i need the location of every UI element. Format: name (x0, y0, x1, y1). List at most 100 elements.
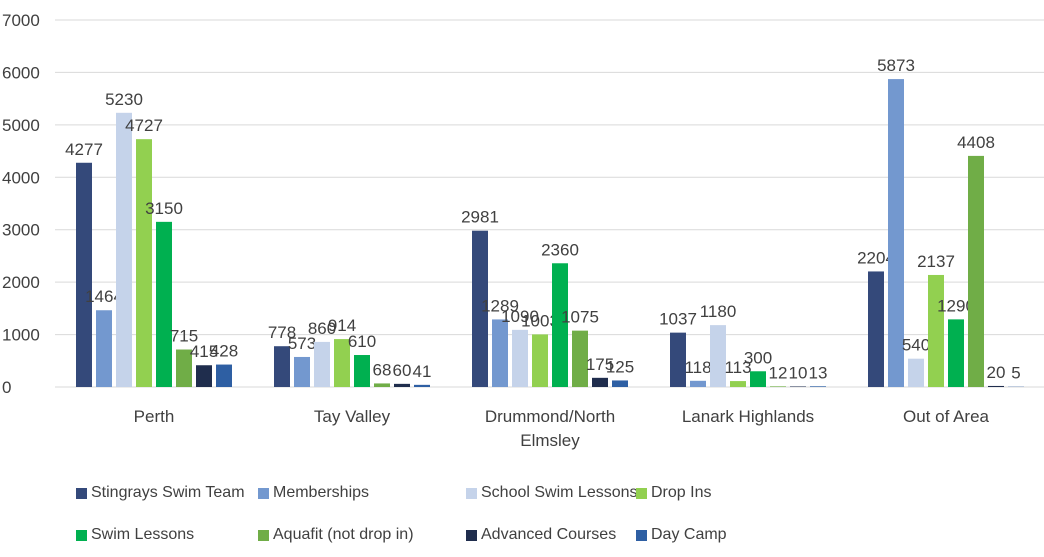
legend-label: Aquafit (not drop in) (273, 526, 414, 543)
bar (196, 365, 212, 387)
data-label: 415 (190, 342, 218, 361)
data-label: 914 (328, 316, 356, 335)
data-label: 5230 (105, 90, 143, 109)
bar (294, 356, 310, 387)
x-tick-label: Drummond/North Elmsley (484, 407, 616, 450)
data-label: 1290 (937, 296, 975, 315)
data-label: 13 (809, 363, 828, 382)
data-label: 2981 (461, 208, 499, 227)
x-tick-label: Perth (133, 407, 175, 426)
y-tick-label: 6000 (2, 63, 40, 82)
legend-label: Memberships (273, 484, 370, 501)
data-label: 4408 (957, 133, 995, 152)
bar (612, 380, 628, 387)
data-label: 1003 (521, 311, 559, 330)
data-label: 860 (308, 319, 336, 338)
data-label: 125 (606, 357, 634, 376)
bar (790, 386, 806, 387)
legend-item: Stingrays Swim Team (76, 484, 258, 502)
x-tick-label: Out of Area (903, 407, 989, 426)
data-label: 118 (684, 358, 711, 377)
data-label: 113 (724, 358, 751, 377)
bar (710, 325, 726, 387)
legend-item: Drop Ins (636, 484, 776, 502)
data-label: 4277 (65, 140, 103, 159)
bar (492, 319, 508, 387)
data-label: 300 (744, 348, 772, 367)
data-label: 428 (210, 342, 238, 361)
legend-swatch (258, 529, 269, 541)
bar (552, 263, 568, 387)
data-label: 2204 (857, 248, 895, 267)
bar (96, 310, 112, 387)
data-label: 3150 (145, 199, 183, 218)
y-tick-label: 1000 (2, 326, 40, 345)
y-tick-label: 2000 (2, 273, 40, 292)
bar (690, 380, 706, 387)
legend-item: Aquafit (not drop in) (258, 526, 466, 544)
x-tick-label: Tay Valley (313, 407, 391, 426)
bar (216, 364, 232, 387)
bar (928, 274, 944, 387)
bar (334, 339, 350, 387)
data-label: 610 (348, 332, 376, 351)
data-label: 175 (586, 355, 614, 374)
legend-label: Day Camp (651, 526, 727, 543)
legend-swatch (636, 487, 647, 499)
bar (988, 385, 1004, 387)
legend-swatch (76, 487, 87, 499)
bar (156, 221, 172, 387)
bar (968, 155, 984, 387)
bar (730, 381, 746, 387)
data-label: 20 (987, 363, 1006, 382)
bar (572, 330, 588, 387)
legend-swatch (76, 529, 87, 541)
bar (314, 341, 330, 387)
bar (76, 162, 92, 387)
bar (374, 383, 390, 387)
data-label: 778 (268, 323, 296, 342)
bar (592, 377, 608, 387)
legend-label: Swim Lessons (91, 526, 195, 543)
data-label: 68 (373, 360, 392, 379)
bar (274, 346, 290, 387)
y-tick-label: 7000 (2, 11, 40, 30)
data-label: 1075 (561, 308, 599, 327)
bar (670, 332, 686, 387)
bar (810, 386, 826, 387)
data-label: 12 (769, 363, 788, 382)
legend-item: Swim Lessons (76, 526, 258, 544)
bar (414, 384, 430, 387)
x-tick-label: Lanark Highlands (681, 407, 815, 426)
legend-swatch (466, 487, 477, 499)
data-label: 4727 (125, 116, 163, 135)
y-tick-label: 3000 (2, 221, 40, 240)
data-label: 2137 (917, 252, 955, 271)
bar (532, 334, 548, 387)
legend-swatch (636, 529, 647, 541)
data-label: 1289 (481, 296, 519, 315)
bar (948, 319, 964, 387)
bar (136, 139, 152, 387)
legend-label: Advanced Courses (481, 526, 617, 543)
legend-item: Memberships (258, 484, 466, 502)
bar (394, 383, 410, 387)
bar (472, 230, 488, 387)
bar (908, 358, 924, 387)
y-tick-label: 4000 (2, 168, 40, 187)
data-label: 41 (413, 362, 432, 381)
data-label: 1090 (501, 307, 539, 326)
legend-label: Stingrays Swim Team (91, 484, 245, 501)
bar (354, 355, 370, 387)
legend-item: Day Camp (636, 526, 776, 544)
data-label: 1464 (85, 287, 123, 306)
legend-swatch (258, 487, 269, 499)
data-label: 5 (1011, 364, 1020, 383)
bar (888, 79, 904, 387)
data-label: 715 (170, 327, 198, 346)
data-label: 1180 (700, 302, 737, 321)
bar (868, 271, 884, 387)
legend-item: Advanced Courses (466, 526, 636, 544)
data-label: 540 (902, 336, 930, 355)
